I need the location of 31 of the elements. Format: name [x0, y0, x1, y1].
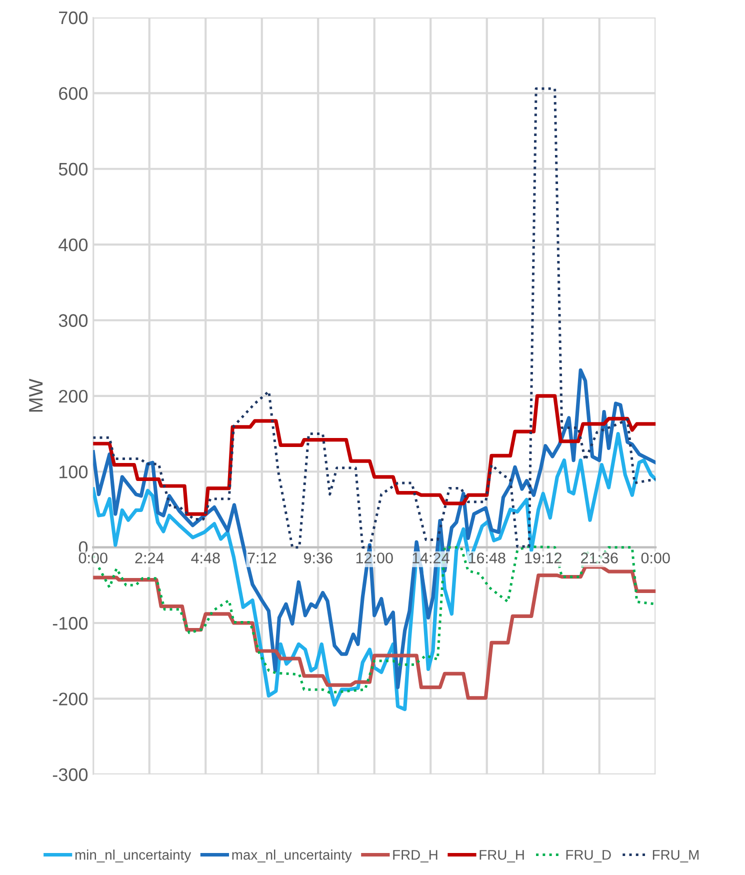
x-tick-label: 2:24 — [135, 552, 164, 564]
legend-label: min_nl_uncertainty — [75, 850, 192, 862]
x-tick-label: 7:12 — [248, 552, 276, 564]
legend-label: FRD_H — [393, 850, 438, 862]
x-tick-label: 12:00 — [356, 552, 393, 564]
x-tick-label: 21:36 — [581, 552, 618, 564]
x-tick-label: 4:48 — [191, 552, 220, 564]
y-tick-label: -300 — [52, 768, 88, 782]
x-tick-label: 9:36 — [304, 552, 332, 564]
y-tick-label: 200 — [59, 390, 88, 403]
y-tick-label: 100 — [60, 466, 88, 478]
y-tick-label: 700 — [59, 11, 88, 24]
x-tick-label: 19:12 — [525, 552, 562, 564]
legend-label: FRU_H — [480, 850, 524, 862]
legend-label: FRU_D — [566, 850, 611, 862]
y-tick-label: 300 — [58, 314, 88, 327]
y-tick-label: 500 — [58, 162, 88, 176]
x-tick-label: 14:24 — [412, 552, 450, 564]
line-series — [93, 565, 656, 700]
line-series — [93, 394, 656, 516]
x-tick-label: 0:00 — [641, 552, 670, 564]
y-tick-label: -100 — [52, 616, 88, 630]
legend-label: max_nl_uncertainty — [232, 850, 352, 862]
x-tick-label: 0:00 — [78, 552, 108, 564]
y-axis-title: MW — [29, 378, 43, 412]
y-tick-label: 400 — [58, 238, 88, 252]
line-series — [93, 87, 656, 549]
y-tick-label: -200 — [52, 692, 88, 706]
x-tick-label: 16:48 — [468, 552, 506, 564]
legend-label: FRU_M — [652, 850, 699, 862]
y-tick-label: 600 — [59, 87, 88, 100]
